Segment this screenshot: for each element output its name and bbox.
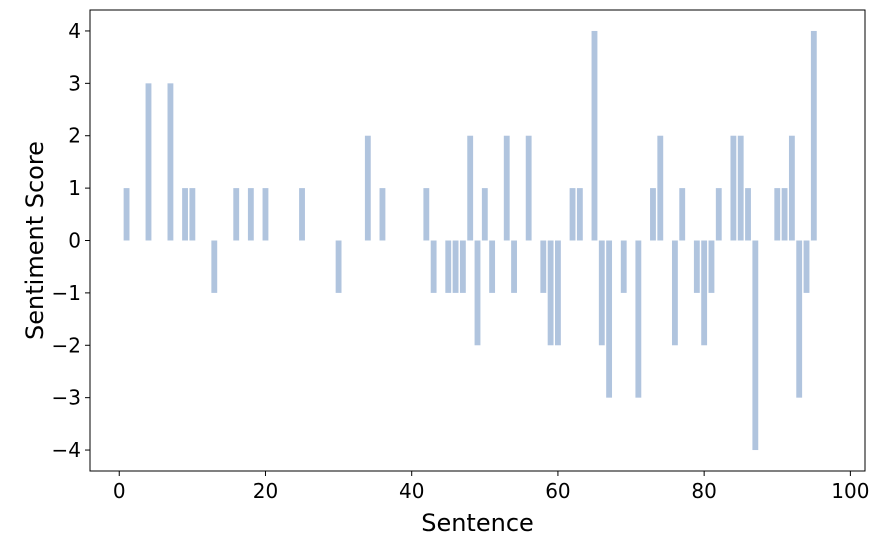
bar [788, 135, 795, 241]
bar [335, 240, 342, 293]
x-tick-label: 0 [113, 479, 126, 503]
y-tick-label: −3 [52, 386, 81, 410]
bar [247, 188, 254, 241]
y-tick-label: 3 [68, 71, 81, 95]
bar [606, 240, 613, 398]
bar [693, 240, 700, 293]
bar [459, 240, 466, 293]
bar [679, 188, 686, 241]
bar [299, 188, 305, 241]
bar [576, 188, 583, 241]
bar [262, 188, 269, 241]
bar [781, 188, 788, 241]
bar [379, 188, 386, 241]
x-axis-label: Sentence [421, 509, 534, 537]
bar [211, 240, 218, 293]
x-tick-label: 20 [253, 479, 278, 503]
bar [430, 240, 437, 293]
bar [467, 135, 474, 241]
bar [803, 240, 810, 293]
bar [503, 135, 510, 241]
bar [715, 188, 722, 241]
bars-group [123, 30, 817, 451]
bar [657, 135, 664, 241]
x-tick-label: 80 [691, 479, 716, 503]
y-tick-label: 2 [68, 124, 81, 148]
bar [598, 240, 605, 346]
bar [489, 240, 496, 293]
bar [730, 135, 737, 241]
x-tick-label: 40 [399, 479, 424, 503]
bar [511, 240, 517, 293]
bar [540, 240, 547, 293]
bar [233, 188, 240, 241]
bar [569, 188, 576, 241]
x-tick-label: 100 [831, 479, 869, 503]
bar [167, 83, 174, 241]
y-axis-label: Sentiment Score [21, 141, 49, 340]
bar [701, 240, 708, 346]
y-tick-label: −1 [52, 281, 81, 305]
bar [525, 135, 532, 241]
y-tick-label: 0 [68, 229, 81, 253]
bar [423, 188, 430, 241]
bar [620, 240, 627, 293]
bar [774, 188, 781, 241]
y-tick-label: 1 [68, 176, 81, 200]
bar [671, 240, 678, 346]
bar [182, 188, 188, 241]
bar [796, 240, 803, 398]
bar [189, 188, 196, 241]
bar [555, 240, 561, 346]
bar [745, 188, 751, 241]
bar [737, 135, 744, 241]
bar [481, 188, 488, 241]
bar [452, 240, 459, 293]
bar [810, 30, 817, 241]
bar [591, 30, 598, 241]
y-tick-label: −4 [52, 438, 81, 462]
x-axis-ticks: 0 20 40 60 80 100 [113, 471, 869, 503]
y-axis-ticks: −4 −3 −2 −1 0 1 2 3 4 [52, 19, 90, 462]
bar [635, 240, 642, 398]
bar [474, 240, 481, 346]
bar [650, 188, 656, 241]
bar [123, 188, 130, 241]
bar [547, 240, 554, 346]
bar [145, 83, 152, 241]
bar [708, 240, 715, 293]
bar [445, 240, 452, 293]
y-tick-label: −2 [52, 333, 81, 357]
x-tick-label: 60 [545, 479, 570, 503]
y-tick-label: 4 [68, 19, 81, 43]
bar [752, 240, 759, 451]
bar [364, 135, 371, 241]
